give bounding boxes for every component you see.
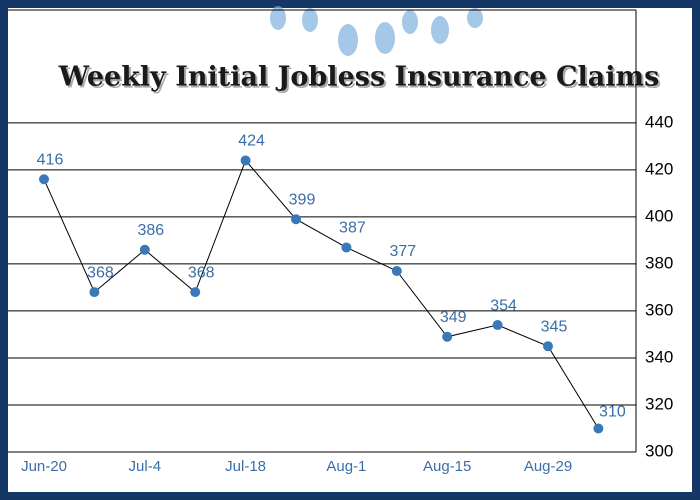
y-tick-label: 440: [645, 112, 673, 131]
point: [139, 244, 150, 255]
point: [341, 242, 352, 253]
y-tick-label: 400: [645, 206, 673, 225]
value-label: 354: [490, 297, 517, 314]
value-label: 387: [339, 220, 366, 237]
value-label: 345: [541, 318, 568, 335]
point: [39, 174, 49, 185]
y-tick-label: 360: [645, 300, 673, 319]
line: [43, 159, 599, 429]
value-label: 399: [289, 191, 316, 208]
point: [593, 423, 604, 434]
value-label: 368: [188, 264, 215, 281]
y-tick-label: 320: [645, 394, 673, 413]
y-tick-label: 420: [645, 159, 673, 178]
point: [190, 287, 201, 298]
value-label: 416: [37, 151, 64, 168]
point: [89, 287, 100, 298]
value-label: 377: [389, 243, 416, 260]
x-tick-label: Jul-18: [225, 458, 266, 475]
y-tick-label: 300: [645, 441, 673, 460]
x-tick-label: Aug-15: [423, 458, 471, 475]
value-label: 368: [87, 264, 114, 281]
point: [240, 155, 251, 166]
x-tick-label: Jun-20: [21, 458, 67, 475]
point: [543, 341, 553, 352]
people-decoration: [270, 6, 483, 56]
point: [391, 265, 402, 276]
x-tick-label: Jul-4: [129, 458, 162, 475]
value-label: 386: [137, 222, 164, 239]
value-label: 424: [238, 133, 265, 150]
y-tick-label: 340: [645, 347, 673, 366]
point: [492, 320, 503, 331]
y-tick-label: 380: [645, 253, 673, 272]
x-tick-label: Aug-29: [524, 458, 572, 475]
chart-title-shadow: Weekly Initial Jobless Insurance Claims: [60, 64, 662, 95]
point: [291, 214, 301, 225]
point: [442, 331, 453, 342]
value-label: 310: [599, 404, 626, 421]
value-label: 349: [440, 309, 467, 326]
chart-title: Weekly Initial Jobless Insurance Claims: [58, 62, 660, 93]
x-tick-label: Aug-1: [326, 458, 366, 475]
